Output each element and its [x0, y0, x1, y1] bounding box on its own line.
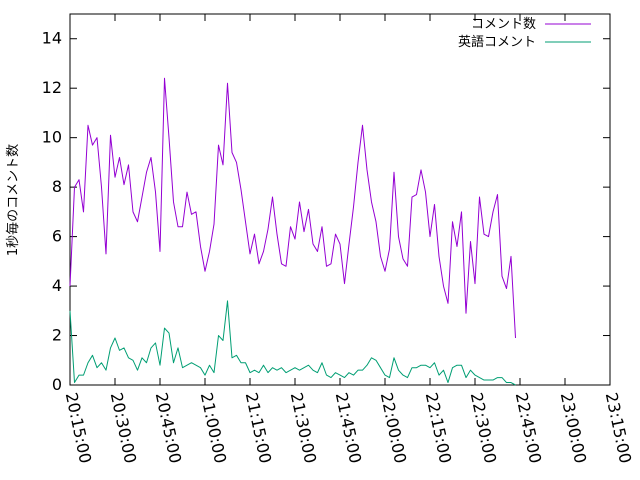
series-line-comments	[69, 77, 516, 339]
x-tick-label: 20:30:00	[107, 391, 141, 465]
x-tick-label: 22:00:00	[377, 391, 411, 465]
series-layer	[69, 77, 516, 386]
y-tick-label: 2	[52, 326, 62, 345]
y-axis-ticks: 0 2 4 6 8 10 12 14	[42, 29, 610, 394]
x-tick-label: 21:45:00	[332, 391, 366, 465]
y-tick-label: 0	[52, 375, 62, 394]
series-line-english-comments	[69, 300, 516, 386]
y-tick-label: 12	[42, 78, 62, 97]
legend-label-english-comments: 英語コメント	[458, 34, 536, 50]
x-tick-label: 21:30:00	[287, 391, 321, 465]
x-tick-label: 20:45:00	[152, 391, 186, 465]
x-tick-label: 23:15:00	[602, 391, 636, 465]
legend: コメント数 英語コメント	[458, 17, 591, 50]
y-tick-label: 6	[52, 227, 62, 246]
x-tick-label: 20:15:00	[62, 391, 96, 465]
x-axis-ticks: 20:15:00 20:30:00 20:45:00 21:00:00 21:15:00…	[62, 14, 636, 465]
y-tick-label: 14	[42, 29, 62, 48]
x-tick-label: 21:15:00	[242, 391, 276, 465]
plot-frame	[69, 13, 611, 386]
y-tick-label: 8	[52, 177, 62, 196]
x-tick-label: 22:15:00	[422, 391, 456, 465]
y-tick-label: 10	[42, 128, 62, 147]
y-tick-label: 4	[52, 276, 62, 295]
y-axis-label: 1秒毎のコメント数	[5, 144, 21, 256]
x-tick-label: 23:00:00	[557, 391, 591, 465]
legend-label-comments: コメント数	[471, 17, 536, 32]
x-tick-label: 22:45:00	[512, 391, 546, 465]
x-tick-label: 22:30:00	[467, 391, 501, 465]
x-tick-label: 21:00:00	[197, 391, 231, 465]
